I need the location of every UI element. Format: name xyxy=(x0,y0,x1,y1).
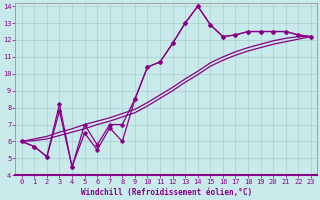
X-axis label: Windchill (Refroidissement éolien,°C): Windchill (Refroidissement éolien,°C) xyxy=(81,188,252,197)
